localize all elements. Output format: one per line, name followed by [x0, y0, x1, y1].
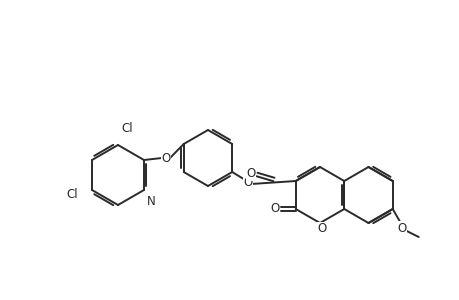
- Text: O: O: [243, 176, 252, 188]
- Text: Cl: Cl: [121, 122, 132, 135]
- Text: N: N: [147, 195, 156, 208]
- Text: O: O: [317, 223, 326, 236]
- Text: Cl: Cl: [66, 188, 78, 202]
- Text: O: O: [396, 221, 405, 235]
- Text: O: O: [161, 152, 170, 164]
- Text: O: O: [246, 167, 255, 180]
- Text: O: O: [269, 202, 279, 215]
